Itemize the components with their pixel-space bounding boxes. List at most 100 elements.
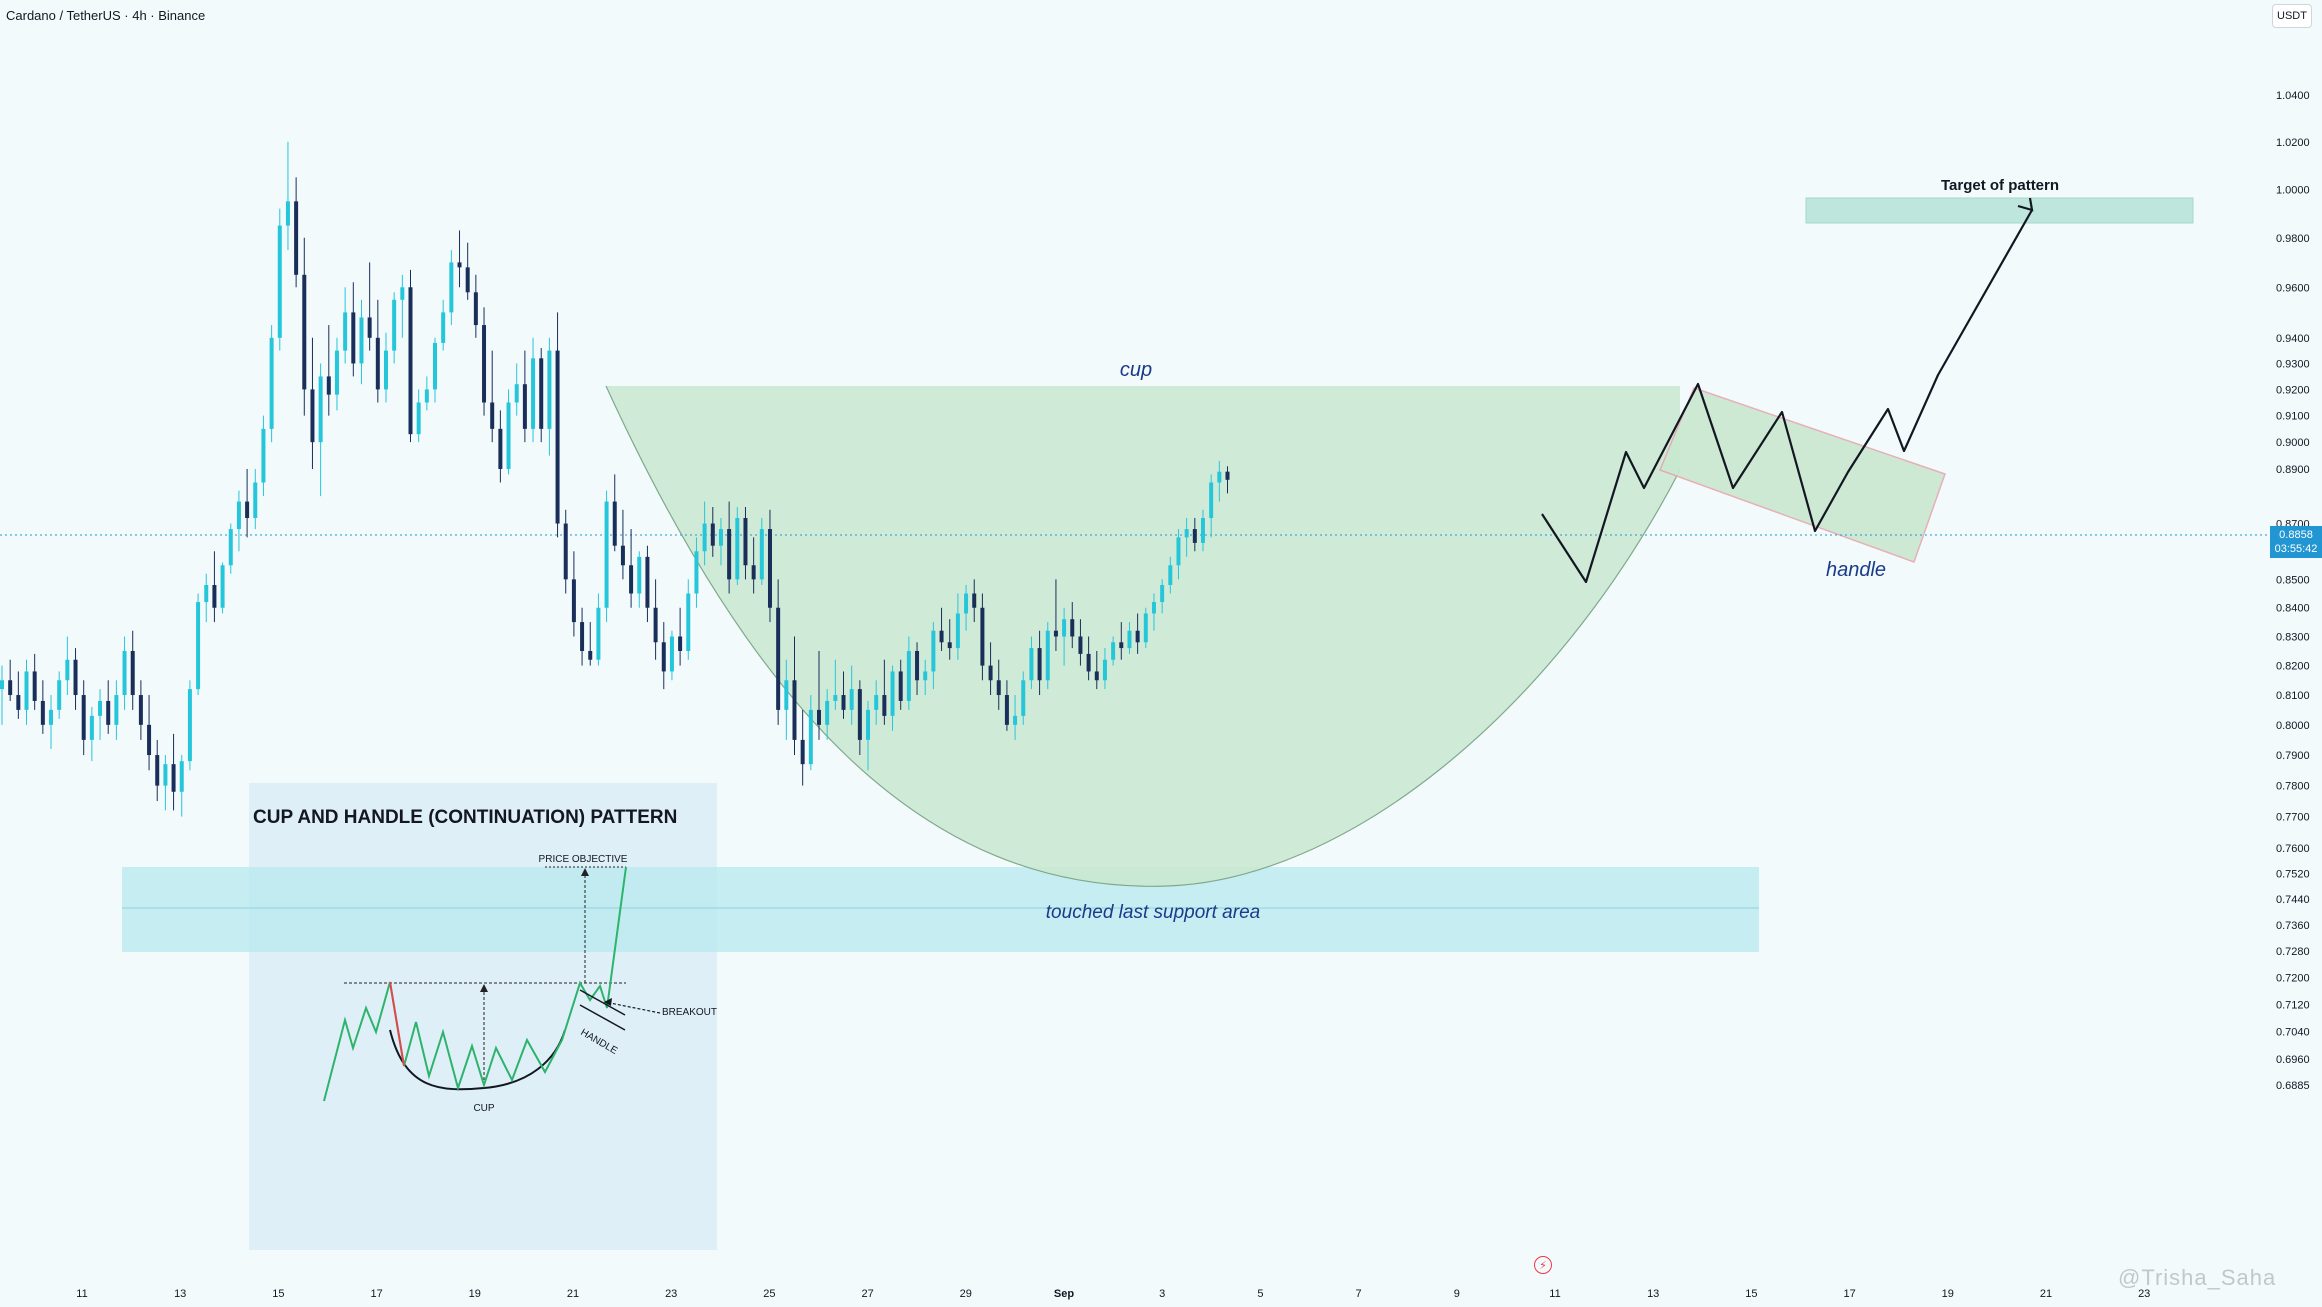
- candle-body[interactable]: [482, 325, 487, 403]
- candle-body[interactable]: [1184, 529, 1189, 538]
- candle-body[interactable]: [580, 622, 585, 651]
- candle-body[interactable]: [841, 695, 846, 710]
- candle-body[interactable]: [392, 299, 397, 351]
- candle-body[interactable]: [245, 501, 250, 519]
- candle-body[interactable]: [514, 384, 519, 403]
- candle-body[interactable]: [351, 312, 356, 364]
- candle-body[interactable]: [661, 642, 666, 672]
- candle-body[interactable]: [629, 565, 634, 594]
- candle-body[interactable]: [784, 680, 789, 710]
- candle-body[interactable]: [898, 671, 903, 701]
- candle-body[interactable]: [571, 579, 576, 623]
- candle-body[interactable]: [1004, 695, 1009, 725]
- candle-body[interactable]: [833, 695, 838, 701]
- candle-body[interactable]: [1192, 529, 1197, 543]
- candle-body[interactable]: [65, 659, 70, 681]
- candle-body[interactable]: [751, 565, 756, 580]
- candle-body[interactable]: [1013, 715, 1018, 725]
- candle-body[interactable]: [906, 650, 911, 701]
- candle-body[interactable]: [228, 529, 233, 566]
- candle-body[interactable]: [498, 428, 503, 469]
- candle-body[interactable]: [955, 613, 960, 649]
- candle-body[interactable]: [1143, 613, 1148, 643]
- candle-body[interactable]: [825, 700, 830, 725]
- candle-body[interactable]: [604, 501, 609, 608]
- candle-body[interactable]: [996, 680, 1001, 696]
- candle-body[interactable]: [147, 724, 152, 756]
- candle-body[interactable]: [98, 700, 103, 716]
- candle-body[interactable]: [318, 376, 323, 443]
- candle-body[interactable]: [931, 630, 936, 672]
- candle-body[interactable]: [277, 225, 282, 338]
- candle-body[interactable]: [155, 755, 160, 786]
- candle-body[interactable]: [212, 584, 217, 608]
- candle-body[interactable]: [130, 650, 135, 696]
- candle-body[interactable]: [179, 761, 184, 792]
- candle-body[interactable]: [653, 607, 658, 643]
- candle-body[interactable]: [269, 337, 274, 429]
- candle-body[interactable]: [490, 402, 495, 429]
- candle-body[interactable]: [171, 764, 176, 792]
- candle-body[interactable]: [980, 607, 985, 666]
- candle-body[interactable]: [776, 607, 781, 710]
- candle-body[interactable]: [555, 350, 560, 524]
- candle-body[interactable]: [441, 312, 446, 343]
- candle-body[interactable]: [1094, 671, 1099, 681]
- candle-body[interactable]: [645, 556, 650, 608]
- candle-body[interactable]: [972, 593, 977, 608]
- candle-body[interactable]: [988, 665, 993, 681]
- candle-body[interactable]: [1217, 471, 1222, 483]
- candle-body[interactable]: [16, 695, 21, 710]
- candle-body[interactable]: [702, 523, 707, 552]
- candle-body[interactable]: [449, 262, 454, 313]
- candle-body[interactable]: [849, 689, 854, 710]
- candle-body[interactable]: [40, 700, 45, 725]
- time-axis[interactable]: 11 13 15 17 19 21 23 25 27 29 Sep 3 5 7 9 11 13 15 17 19 21 2…: [76, 1288, 2150, 1300]
- candle-body[interactable]: [261, 428, 266, 483]
- candle-body[interactable]: [163, 764, 168, 786]
- candle-body[interactable]: [457, 262, 462, 268]
- candle-body[interactable]: [106, 700, 111, 725]
- candle-body[interactable]: [1200, 518, 1205, 543]
- candle-body[interactable]: [334, 350, 339, 395]
- candle-body[interactable]: [915, 650, 920, 681]
- candle-body[interactable]: [727, 529, 732, 580]
- candle-body[interactable]: [416, 402, 421, 435]
- candle-body[interactable]: [964, 593, 969, 614]
- candle-body[interactable]: [1176, 537, 1181, 566]
- candle-body[interactable]: [767, 529, 772, 608]
- candle-body[interactable]: [1086, 653, 1091, 672]
- candle-body[interactable]: [1127, 630, 1132, 649]
- candle-body[interactable]: [506, 402, 511, 469]
- candle-body[interactable]: [8, 680, 13, 696]
- candle-body[interactable]: [588, 650, 593, 660]
- candle-body[interactable]: [383, 350, 388, 390]
- candle-body[interactable]: [637, 556, 642, 594]
- candle-body[interactable]: [1135, 630, 1140, 643]
- candle-body[interactable]: [1029, 648, 1034, 681]
- candle-body[interactable]: [743, 518, 748, 566]
- candle-body[interactable]: [1021, 680, 1026, 716]
- lightning-icon[interactable]: ⚡: [1534, 1256, 1552, 1274]
- candle-body[interactable]: [857, 689, 862, 740]
- candle-body[interactable]: [1045, 630, 1050, 681]
- candle-body[interactable]: [669, 636, 674, 672]
- candle-body[interactable]: [531, 358, 536, 429]
- candle-body[interactable]: [694, 551, 699, 594]
- candle-body[interactable]: [522, 384, 527, 429]
- candle-body[interactable]: [596, 607, 601, 660]
- candle-body[interactable]: [73, 659, 78, 696]
- candle-body[interactable]: [612, 501, 617, 546]
- candle-body[interactable]: [539, 358, 544, 429]
- candle-body[interactable]: [1102, 659, 1107, 681]
- candle-body[interactable]: [1070, 619, 1075, 637]
- candle-body[interactable]: [939, 630, 944, 643]
- candle-body[interactable]: [310, 389, 315, 443]
- candle-body[interactable]: [947, 642, 952, 649]
- candle-body[interactable]: [1151, 602, 1156, 614]
- symbol-title[interactable]: Cardano / TetherUS · 4h · Binance: [6, 8, 206, 23]
- candle-body[interactable]: [563, 523, 568, 580]
- candle-body[interactable]: [547, 350, 552, 429]
- candle-body[interactable]: [792, 680, 797, 740]
